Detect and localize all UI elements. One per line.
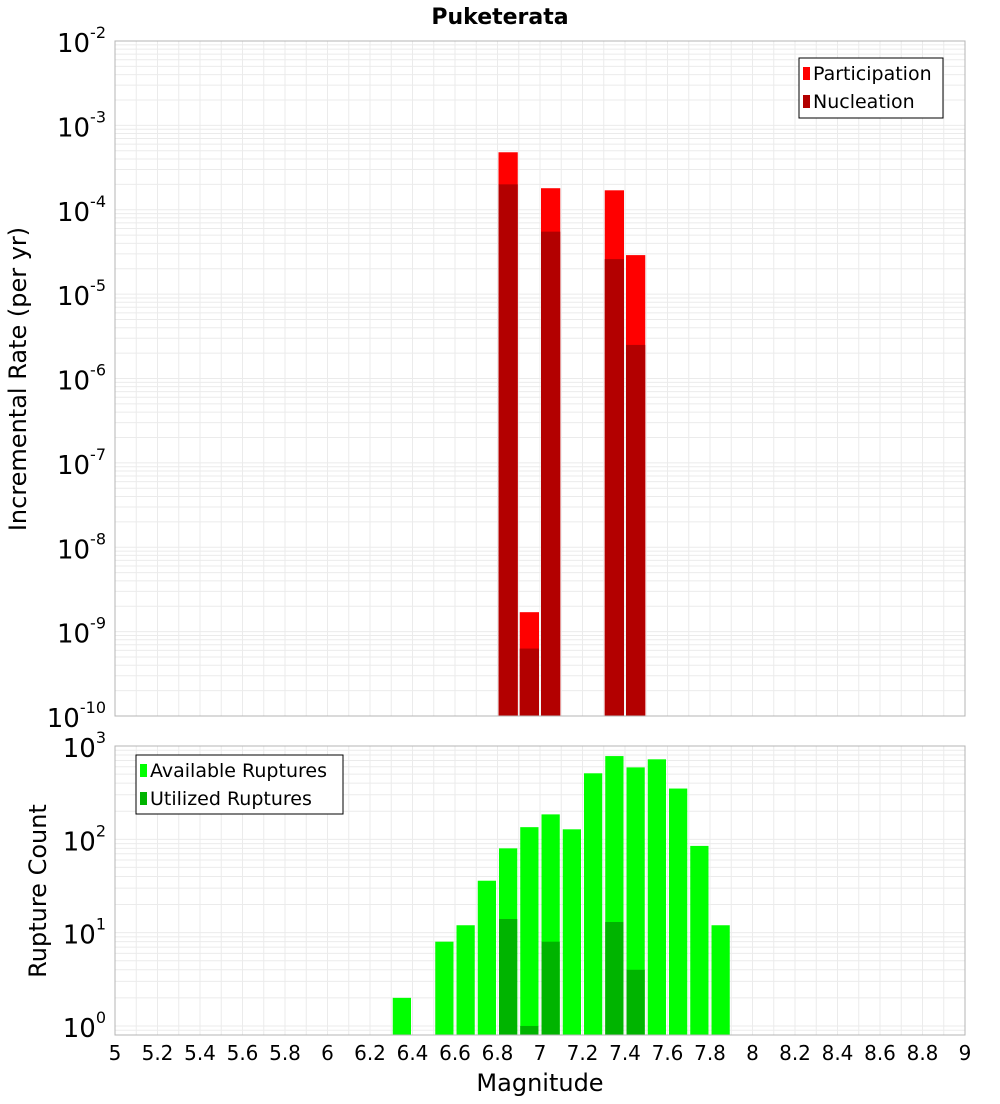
x-tick-label: 7.4 xyxy=(609,1041,641,1065)
x-tick-label: 6 xyxy=(321,1041,334,1065)
x-tick-label: 9 xyxy=(959,1041,972,1065)
bottom-bar-available-ruptures xyxy=(477,880,496,1035)
bottom-bar-available-ruptures xyxy=(520,827,539,1035)
bottom-y-tick-label: 102 xyxy=(63,821,106,857)
bottom-bar-available-ruptures xyxy=(626,767,645,1035)
x-tick-label: 5.4 xyxy=(184,1041,216,1065)
x-axis-label: Magnitude xyxy=(476,1069,603,1097)
x-tick-label: 7.8 xyxy=(694,1041,726,1065)
legend-label-participation: Participation xyxy=(813,63,932,85)
x-tick-label: 8.4 xyxy=(822,1041,854,1065)
bottom-bar-available-ruptures xyxy=(392,997,411,1035)
top-y-tick-label: 10-9 xyxy=(57,614,106,650)
top-legend-box xyxy=(798,57,944,119)
legend-label-available: Available Ruptures xyxy=(150,760,327,782)
top-y-tick-label: 10-4 xyxy=(57,192,106,228)
x-tick-label: 5.6 xyxy=(227,1041,259,1065)
top-y-tick-label: 10-5 xyxy=(57,276,106,312)
top-bar-nucleation xyxy=(498,184,518,717)
legend-swatch-nucleation xyxy=(803,95,810,108)
top-y-axis-label: Incremental Rate (per yr) xyxy=(4,227,32,531)
x-tick-label: 5.2 xyxy=(142,1041,174,1065)
top-y-tick-label: 10-6 xyxy=(57,361,106,397)
bottom-bar-available-ruptures xyxy=(435,941,454,1035)
bottom-bar-available-ruptures xyxy=(647,759,666,1035)
bottom-bar-available-ruptures xyxy=(456,925,475,1035)
legend-label-utilized: Utilized Ruptures xyxy=(150,788,312,810)
chart-title: Puketerata xyxy=(431,5,568,30)
bottom-bar-available-ruptures xyxy=(669,788,688,1035)
top-y-tick-label: 10-8 xyxy=(57,529,106,565)
top-bar-nucleation xyxy=(519,648,539,716)
x-tick-label: 6.2 xyxy=(354,1041,386,1065)
x-tick-label: 8.8 xyxy=(907,1041,939,1065)
legend-swatch-utilized xyxy=(140,792,147,805)
bottom-bar-available-ruptures xyxy=(711,925,730,1035)
bottom-y-tick-label: 103 xyxy=(63,728,106,764)
bottom-y-tick-label: 101 xyxy=(63,915,106,951)
x-tick-label: 6.6 xyxy=(439,1041,471,1065)
x-tick-label: 8.2 xyxy=(779,1041,811,1065)
legend-swatch-participation xyxy=(803,67,810,80)
x-tick-label: 7 xyxy=(534,1041,547,1065)
legend-label-nucleation: Nucleation xyxy=(813,91,915,113)
bottom-bar-utilized-ruptures xyxy=(499,919,518,1035)
x-tick-label: 7.6 xyxy=(652,1041,684,1065)
bottom-legend: Available Ruptures Utilized Ruptures xyxy=(135,754,344,815)
bottom-bar-utilized-ruptures xyxy=(520,1025,539,1035)
bottom-bar-utilized-ruptures xyxy=(626,969,645,1035)
top-bar-nucleation xyxy=(626,344,646,716)
top-plot-frame xyxy=(114,40,966,717)
bottom-bar-utilized-ruptures xyxy=(541,941,560,1035)
x-tick-label: 8 xyxy=(746,1041,759,1065)
bottom-y-tick-label: 100 xyxy=(63,1008,106,1044)
bottom-plot-frame xyxy=(114,745,966,1036)
bottom-legend-box xyxy=(135,754,344,815)
top-y-tick-label: 10-2 xyxy=(57,23,106,59)
top-bar-nucleation xyxy=(541,231,561,716)
bottom-bar-available-ruptures xyxy=(690,845,709,1035)
x-tick-label: 6.8 xyxy=(482,1041,514,1065)
top-y-tick-label: 10-3 xyxy=(57,107,106,143)
legend-swatch-available xyxy=(140,764,147,777)
bottom-bar-utilized-ruptures xyxy=(605,922,624,1035)
bottom-bar-available-ruptures xyxy=(584,773,603,1035)
x-tick-label: 5 xyxy=(109,1041,122,1065)
x-tick-label: 8.6 xyxy=(864,1041,896,1065)
x-tick-label: 7.2 xyxy=(567,1041,599,1065)
top-y-tick-label: 10-10 xyxy=(47,698,106,734)
bottom-y-axis-label: Rupture Count xyxy=(24,804,52,978)
x-tick-label: 5.8 xyxy=(269,1041,301,1065)
top-bar-nucleation xyxy=(604,259,624,716)
x-tick-label: 6.4 xyxy=(397,1041,429,1065)
top-legend: Participation Nucleation xyxy=(798,57,944,119)
bottom-bar-available-ruptures xyxy=(562,829,581,1035)
top-y-tick-label: 10-7 xyxy=(57,445,106,481)
